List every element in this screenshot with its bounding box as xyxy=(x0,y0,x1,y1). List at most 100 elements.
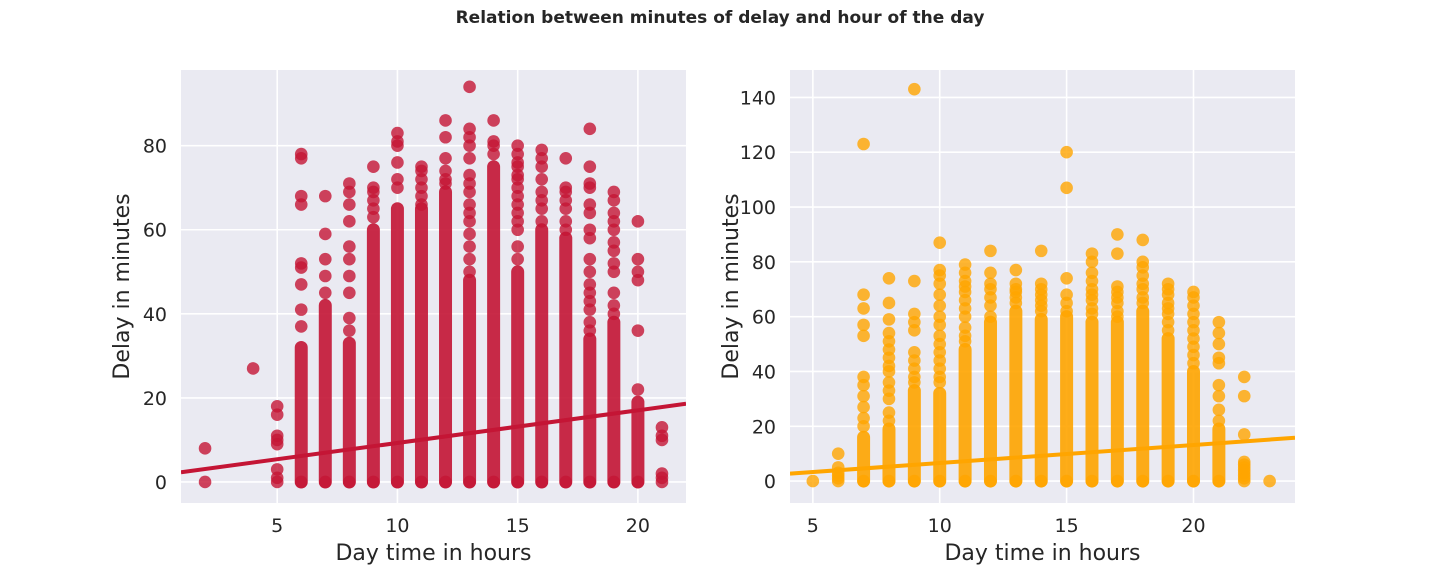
data-point xyxy=(882,406,896,419)
y-tick-label: 20 xyxy=(143,388,167,410)
data-point xyxy=(857,370,870,384)
data-point xyxy=(535,475,549,489)
data-point xyxy=(607,206,621,220)
y-tick-label: 140 xyxy=(740,87,776,109)
data-point xyxy=(607,236,621,249)
data-point xyxy=(1009,474,1023,488)
data-point xyxy=(343,324,356,337)
y-tick-label: 60 xyxy=(752,307,776,329)
data-point xyxy=(857,474,870,488)
data-point xyxy=(391,126,404,140)
data-point xyxy=(1060,474,1073,488)
regression-line xyxy=(181,401,686,475)
data-point xyxy=(1085,247,1099,260)
data-point xyxy=(1212,389,1226,403)
data-point xyxy=(583,177,597,190)
data-point xyxy=(583,160,597,173)
data-point xyxy=(1136,474,1150,488)
data-point xyxy=(607,257,621,270)
data-point xyxy=(984,244,997,258)
data-point xyxy=(908,474,921,488)
data-point xyxy=(1212,378,1226,392)
x-axis-label: Day time in hours xyxy=(944,541,1140,566)
data-point xyxy=(343,240,356,253)
data-point xyxy=(367,160,380,173)
data-point xyxy=(1034,244,1048,258)
y-tick-label: 80 xyxy=(752,252,776,274)
data-point xyxy=(535,143,549,157)
data-point xyxy=(439,164,452,178)
y-tick-label: 20 xyxy=(752,416,776,438)
data-point xyxy=(1212,403,1226,417)
data-point xyxy=(559,151,573,165)
data-point xyxy=(318,475,332,489)
data-point xyxy=(1085,474,1099,488)
data-point xyxy=(607,286,621,300)
data-point xyxy=(1187,285,1200,299)
data-point xyxy=(1237,455,1251,469)
data-point xyxy=(463,240,476,253)
data-point xyxy=(343,286,356,300)
plot-area xyxy=(181,70,686,503)
data-point xyxy=(463,475,476,489)
data-point xyxy=(933,299,947,312)
data-point xyxy=(1060,271,1073,285)
data-point xyxy=(607,475,621,489)
data-point xyxy=(463,227,476,241)
data-point xyxy=(984,310,997,323)
data-point xyxy=(882,313,896,326)
data-point xyxy=(1111,280,1124,293)
data-point xyxy=(1111,247,1124,260)
data-point xyxy=(487,114,500,127)
x-axis-label: Day time in hours xyxy=(335,541,531,566)
data-point xyxy=(439,114,452,127)
data-point xyxy=(908,274,921,288)
data-point xyxy=(1060,288,1073,302)
data-point xyxy=(958,474,972,488)
data-point xyxy=(607,299,621,312)
data-point xyxy=(246,362,260,375)
x-tick-label: 20 xyxy=(1181,515,1205,537)
data-point xyxy=(655,467,669,480)
data-point xyxy=(1034,277,1048,291)
data-point xyxy=(933,236,947,249)
y-tick-label: 40 xyxy=(143,304,167,326)
data-point xyxy=(857,137,870,151)
data-point xyxy=(857,389,870,403)
y-tick-label: 0 xyxy=(155,472,167,494)
data-point xyxy=(415,160,428,173)
data-point xyxy=(343,269,356,283)
data-point xyxy=(958,321,972,334)
data-point xyxy=(559,215,573,228)
data-point xyxy=(487,475,500,489)
data-point xyxy=(391,475,404,489)
data-point xyxy=(391,156,404,169)
data-point xyxy=(831,447,845,460)
data-point xyxy=(391,173,404,186)
data-point xyxy=(607,185,621,199)
data-point xyxy=(294,257,308,270)
data-point xyxy=(1009,277,1023,291)
data-point xyxy=(343,215,356,228)
y-axis-label: Delay in minutes xyxy=(719,193,744,379)
data-point xyxy=(343,311,356,325)
data-point xyxy=(1237,389,1251,403)
data-point xyxy=(806,474,820,488)
data-point xyxy=(933,263,947,277)
right-subplot: 5 10 15 20 0 20 40 60 80 100 120 140 Day time in hou… xyxy=(719,70,1295,566)
data-point xyxy=(984,474,997,488)
data-point xyxy=(415,475,428,489)
data-point xyxy=(1212,474,1226,488)
data-layer xyxy=(790,82,1295,488)
data-point xyxy=(882,376,896,389)
data-point xyxy=(631,475,645,489)
data-point xyxy=(463,198,476,211)
data-point xyxy=(535,173,549,186)
data-point xyxy=(198,475,212,489)
data-point xyxy=(882,326,896,340)
data-point xyxy=(343,198,356,211)
data-point xyxy=(583,278,597,291)
data-point xyxy=(1237,428,1251,441)
data-point xyxy=(583,475,597,489)
data-point xyxy=(511,475,524,489)
